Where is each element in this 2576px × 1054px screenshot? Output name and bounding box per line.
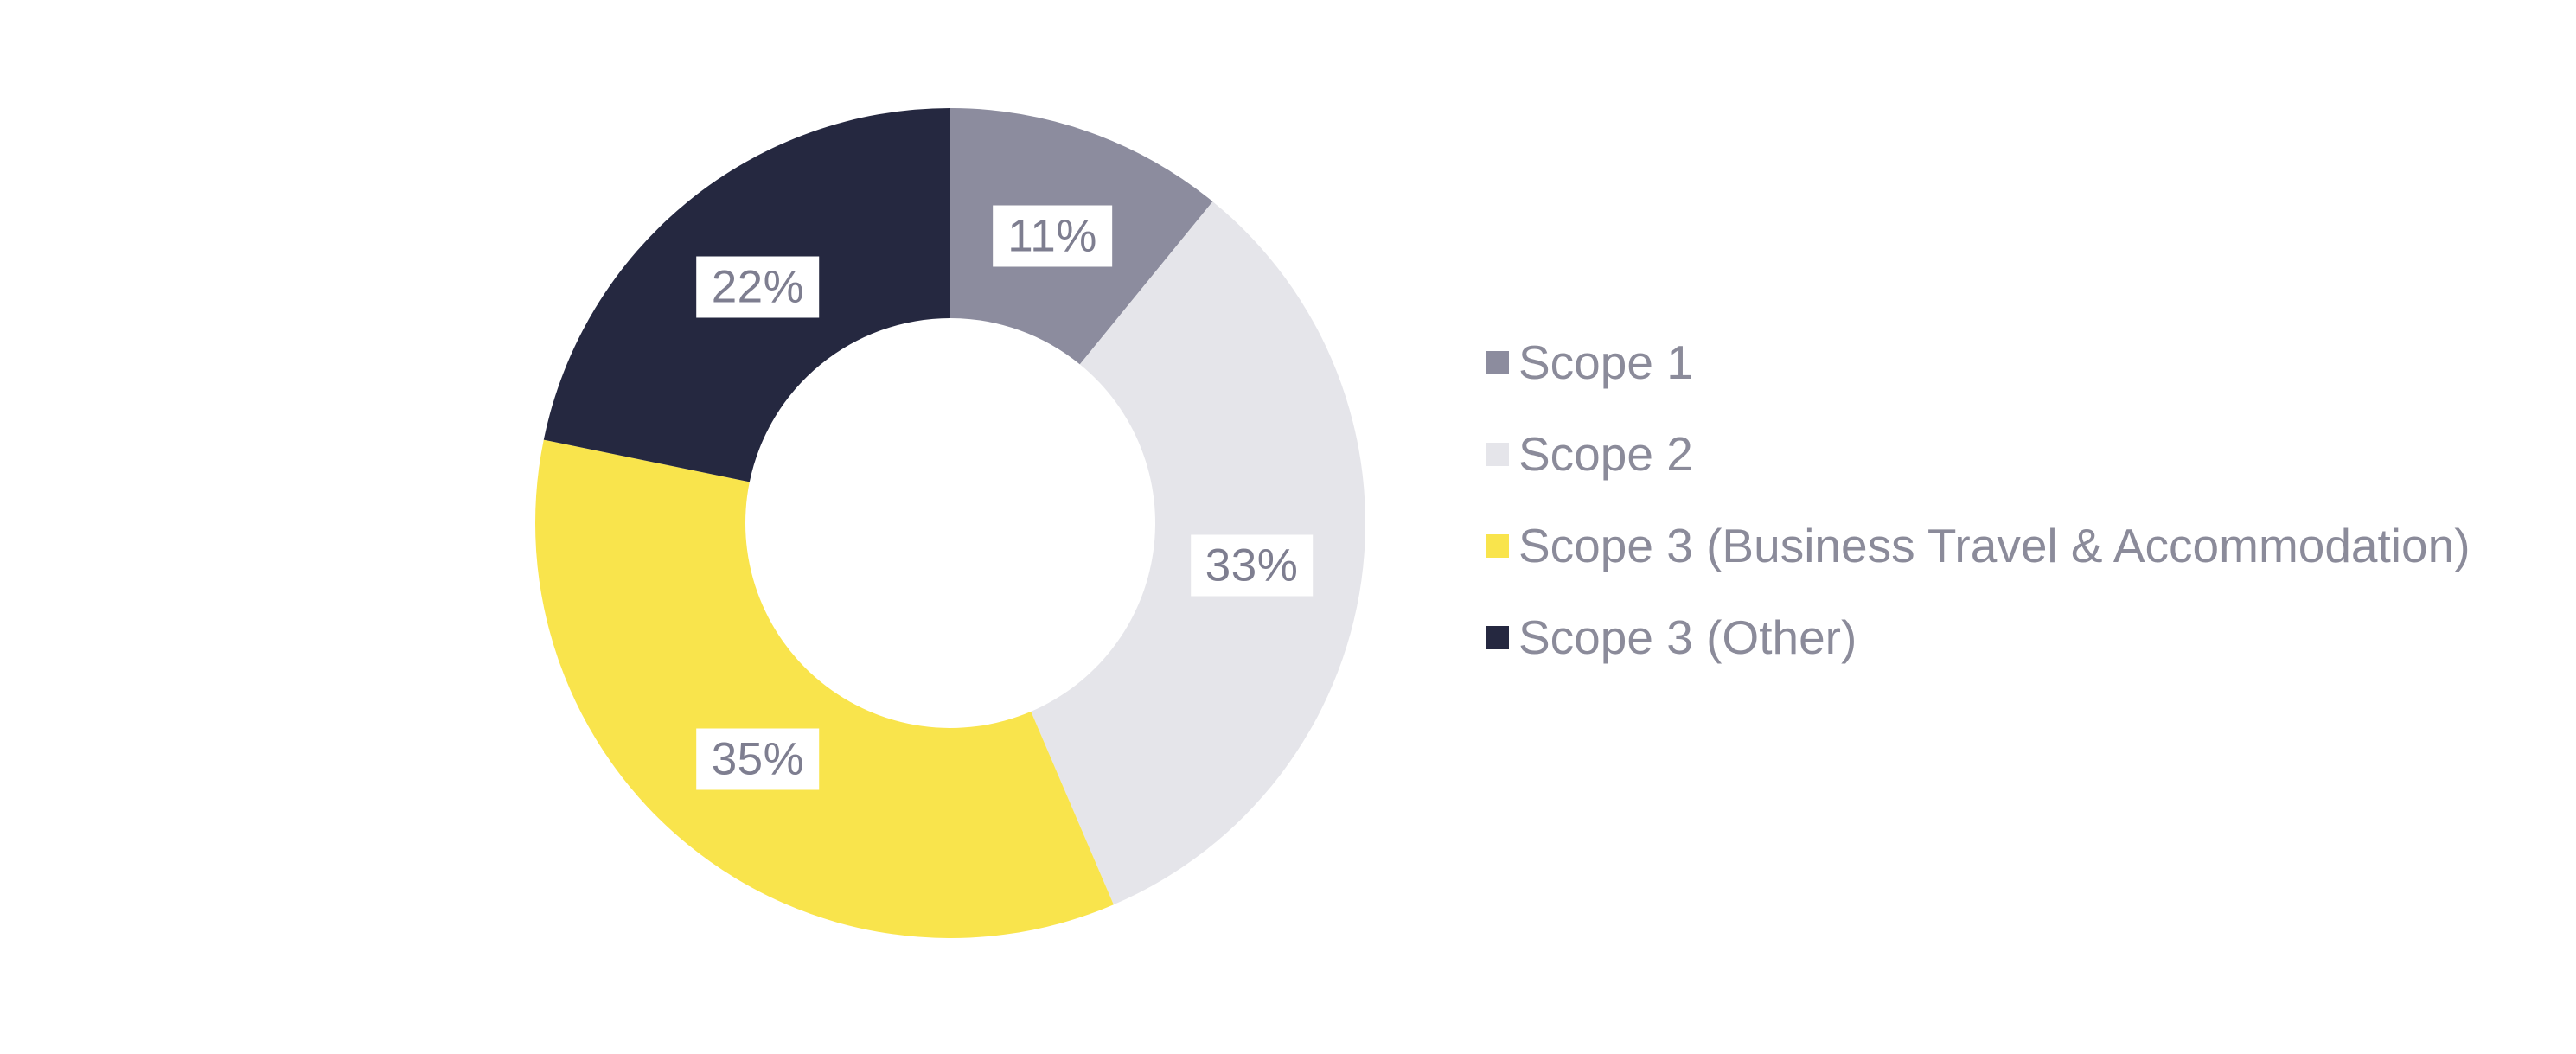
legend-item-scope-3-business-travel-accommodation[interactable]: Scope 3 (Business Travel & Accommodation… [1486,521,2471,570]
slice-label-scope-2: 33% [1190,534,1314,597]
legend-swatch-icon [1486,625,1509,649]
legend-swatch-icon [1486,442,1509,466]
pie-slice-scope-3-business-travel-accommodation[interactable] [535,439,1114,938]
legend-item-scope-1[interactable]: Scope 1 [1486,338,2471,386]
legend-label: Scope 1 [1518,335,1693,389]
legend-swatch-icon [1486,350,1509,374]
slice-label-scope-3-business-travel-accommodation: 35% [696,728,820,790]
legend-swatch-icon [1486,533,1509,558]
slice-label-scope-3-other: 22% [696,256,820,318]
legend-label: Scope 3 (Business Travel & Accommodation… [1518,518,2471,572]
legend-label: Scope 2 [1518,426,1693,481]
chart-legend: Scope 1 Scope 2 Scope 3 (Business Travel &… [1486,338,2471,661]
slice-label-scope-1: 11% [993,205,1112,267]
legend-item-scope-3-other[interactable]: Scope 3 (Other) [1486,613,2471,661]
legend-label: Scope 3 (Other) [1518,610,1857,664]
legend-item-scope-2[interactable]: Scope 2 [1486,430,2471,478]
